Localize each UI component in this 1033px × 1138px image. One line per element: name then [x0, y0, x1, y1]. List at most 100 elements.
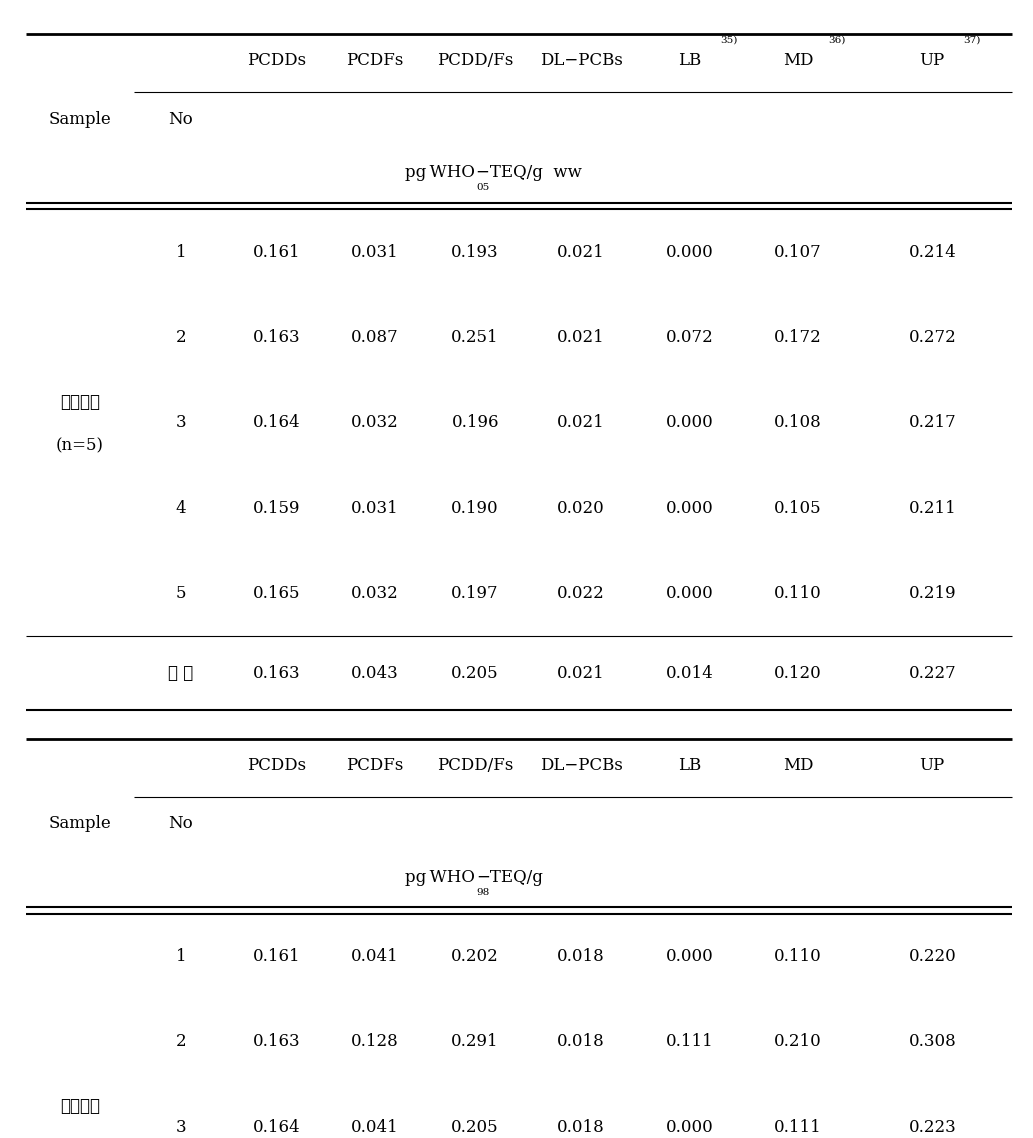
Text: 0.020: 0.020: [557, 500, 605, 517]
Text: 3: 3: [176, 414, 186, 431]
Text: 0.000: 0.000: [665, 414, 714, 431]
Text: 0.111: 0.111: [774, 1119, 822, 1136]
Text: 0.108: 0.108: [774, 414, 822, 431]
Text: 0.043: 0.043: [350, 665, 399, 682]
Text: 0.217: 0.217: [908, 414, 957, 431]
Text: 0.000: 0.000: [665, 585, 714, 602]
Text: 0.165: 0.165: [253, 585, 300, 602]
Text: −TEQ/g: −TEQ/g: [476, 869, 543, 885]
Text: 0.032: 0.032: [350, 585, 399, 602]
Text: 5: 5: [176, 585, 186, 602]
Text: 3: 3: [176, 1119, 186, 1136]
Text: 0.000: 0.000: [665, 500, 714, 517]
Text: Sample: Sample: [49, 112, 112, 127]
Text: MD: MD: [783, 757, 813, 774]
Text: 4: 4: [176, 500, 186, 517]
Text: No: No: [168, 112, 193, 127]
Text: 0.211: 0.211: [908, 500, 957, 517]
Text: 0.022: 0.022: [557, 585, 605, 602]
Text: 37): 37): [963, 36, 980, 44]
Text: 0.205: 0.205: [451, 665, 499, 682]
Text: 정제소금: 정제소금: [60, 394, 100, 411]
Text: −TEQ/g  ww: −TEQ/g ww: [476, 165, 582, 181]
Text: 36): 36): [828, 36, 846, 44]
Text: 0.014: 0.014: [665, 665, 714, 682]
Text: PCDDs: PCDDs: [247, 757, 306, 774]
Text: 0.021: 0.021: [557, 329, 605, 346]
Text: 0.021: 0.021: [557, 414, 605, 431]
Text: 0.163: 0.163: [252, 1033, 301, 1050]
Text: 0.000: 0.000: [665, 1119, 714, 1136]
Text: 0.272: 0.272: [908, 329, 957, 346]
Text: DL−PCBs: DL−PCBs: [539, 757, 623, 774]
Text: 0.087: 0.087: [350, 329, 399, 346]
Text: 0.161: 0.161: [252, 244, 301, 261]
Text: MD: MD: [783, 52, 813, 69]
Text: 0.190: 0.190: [451, 500, 499, 517]
Text: 0.110: 0.110: [774, 948, 822, 965]
Text: 0.163: 0.163: [252, 665, 301, 682]
Text: 2: 2: [176, 329, 186, 346]
Text: UP: UP: [919, 757, 945, 774]
Text: 0.128: 0.128: [350, 1033, 399, 1050]
Text: 0.031: 0.031: [350, 500, 399, 517]
Text: 0.172: 0.172: [774, 329, 822, 346]
Text: 0.161: 0.161: [252, 948, 301, 965]
Text: PCDFs: PCDFs: [346, 52, 403, 69]
Text: 0.031: 0.031: [350, 244, 399, 261]
Text: 0.111: 0.111: [665, 1033, 714, 1050]
Text: pg WHO: pg WHO: [405, 165, 475, 181]
Text: 1: 1: [176, 244, 186, 261]
Text: 35): 35): [720, 36, 738, 44]
Text: 0.110: 0.110: [774, 585, 822, 602]
Text: 0.220: 0.220: [908, 948, 957, 965]
Text: 0.164: 0.164: [252, 1119, 301, 1136]
Text: 0.018: 0.018: [557, 1119, 605, 1136]
Text: pg WHO: pg WHO: [405, 869, 475, 885]
Text: 0.163: 0.163: [252, 329, 301, 346]
Text: 0.041: 0.041: [350, 948, 399, 965]
Text: 0.164: 0.164: [252, 414, 301, 431]
Text: 1: 1: [176, 948, 186, 965]
Text: 2: 2: [176, 1033, 186, 1050]
Text: 0.021: 0.021: [557, 665, 605, 682]
Text: 0.227: 0.227: [908, 665, 957, 682]
Text: 0.205: 0.205: [451, 1119, 499, 1136]
Text: 0.041: 0.041: [350, 1119, 399, 1136]
Text: 0.120: 0.120: [774, 665, 822, 682]
Text: 98: 98: [476, 888, 490, 897]
Text: 0.018: 0.018: [557, 948, 605, 965]
Text: 0.072: 0.072: [665, 329, 714, 346]
Text: 0.219: 0.219: [908, 585, 957, 602]
Text: Sample: Sample: [49, 816, 112, 832]
Text: 0.197: 0.197: [451, 585, 499, 602]
Text: PCDDs: PCDDs: [247, 52, 306, 69]
Text: 평 균: 평 균: [168, 665, 193, 682]
Text: 0.000: 0.000: [665, 948, 714, 965]
Text: 05: 05: [476, 183, 490, 192]
Text: PCDD/Fs: PCDD/Fs: [437, 52, 513, 69]
Text: No: No: [168, 816, 193, 832]
Text: 0.251: 0.251: [451, 329, 499, 346]
Text: 0.196: 0.196: [451, 414, 499, 431]
Text: PCDD/Fs: PCDD/Fs: [437, 757, 513, 774]
Text: UP: UP: [919, 52, 945, 69]
Text: 0.107: 0.107: [774, 244, 822, 261]
Text: 0.214: 0.214: [908, 244, 957, 261]
Text: 0.000: 0.000: [665, 244, 714, 261]
Text: PCDFs: PCDFs: [346, 757, 403, 774]
Text: (n=5): (n=5): [56, 437, 104, 454]
Text: 0.291: 0.291: [451, 1033, 499, 1050]
Text: 0.018: 0.018: [557, 1033, 605, 1050]
Text: LB: LB: [678, 52, 701, 69]
Text: DL−PCBs: DL−PCBs: [539, 52, 623, 69]
Text: 0.159: 0.159: [253, 500, 300, 517]
Text: 0.202: 0.202: [451, 948, 499, 965]
Text: 0.105: 0.105: [774, 500, 822, 517]
Text: LB: LB: [678, 757, 701, 774]
Text: 0.021: 0.021: [557, 244, 605, 261]
Text: 0.223: 0.223: [908, 1119, 957, 1136]
Text: 0.210: 0.210: [774, 1033, 822, 1050]
Text: 0.193: 0.193: [451, 244, 499, 261]
Text: 0.308: 0.308: [908, 1033, 957, 1050]
